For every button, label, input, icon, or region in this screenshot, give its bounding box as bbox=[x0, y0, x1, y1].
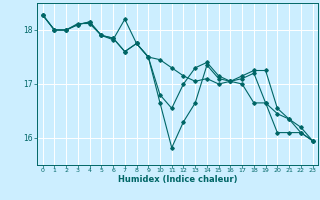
X-axis label: Humidex (Indice chaleur): Humidex (Indice chaleur) bbox=[118, 175, 237, 184]
